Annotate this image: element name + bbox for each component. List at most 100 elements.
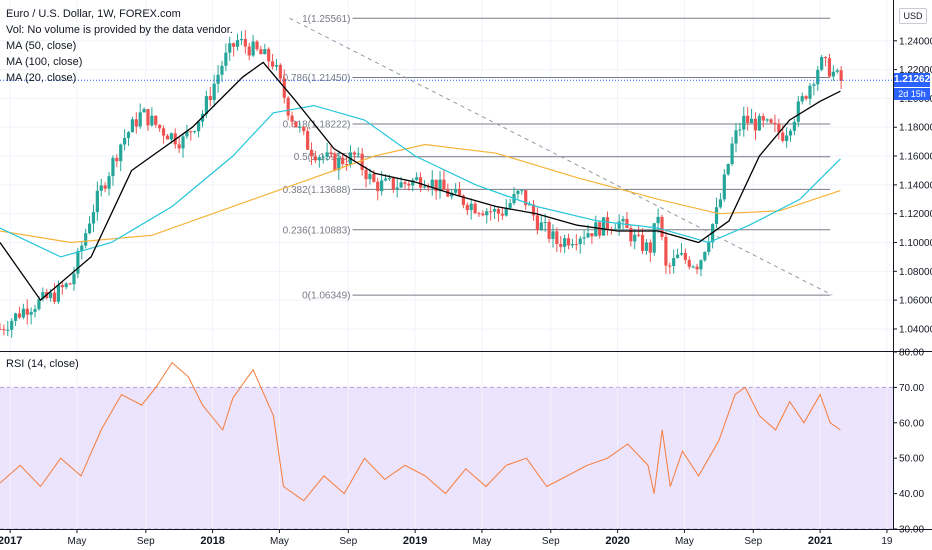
candle-body [274, 65, 279, 67]
candle-body [255, 41, 259, 50]
candle-body [68, 283, 72, 285]
candle-body [87, 223, 92, 234]
rsi-tick-label: 40.00 [899, 489, 924, 500]
candle-body [644, 242, 649, 251]
candle-body [442, 179, 446, 190]
legend-ma20[interactable]: MA (20, close) [6, 72, 77, 84]
candle-body [707, 242, 711, 252]
candle-body [566, 238, 571, 246]
candle-body [72, 273, 76, 285]
candle-body [259, 49, 263, 55]
candle-body [197, 121, 201, 132]
price-tick-label: 1.22000 [899, 65, 932, 76]
candle-body [586, 233, 590, 238]
candle-body [535, 215, 539, 231]
candle-body [115, 157, 119, 162]
candle-body [64, 283, 68, 288]
candle-body [489, 211, 493, 213]
candle-body [820, 57, 824, 70]
candle-body [808, 85, 812, 99]
candle-body [438, 179, 442, 192]
candle-body [473, 203, 477, 214]
candle-body [220, 65, 224, 75]
candle-body [41, 292, 45, 300]
legend-ma100[interactable]: MA (100, close) [6, 56, 83, 68]
candle-body [485, 211, 489, 216]
fib-level-label: 0.382(1.13688) [283, 185, 351, 196]
candle-body [601, 217, 606, 236]
candle-body [418, 177, 423, 188]
time-tick-label: Sep [339, 536, 357, 547]
candle-body [119, 144, 123, 162]
candle-body [683, 253, 687, 260]
candle-body [629, 227, 633, 242]
candle-body [341, 157, 345, 165]
candle-body [714, 207, 719, 225]
legend-ma50[interactable]: MA (50, close) [6, 40, 77, 52]
candle-body [368, 174, 372, 180]
candle-body [590, 233, 594, 237]
rsi-legend[interactable]: RSI (14, close) [6, 358, 79, 370]
candle-body [656, 216, 660, 224]
candle-body [555, 231, 559, 244]
candle-body [29, 311, 33, 315]
candle-body [189, 131, 193, 133]
candle-body [695, 266, 699, 270]
candle-body [781, 132, 785, 141]
candle-body [785, 135, 789, 141]
rsi-line [0, 361, 841, 502]
candle-body [247, 46, 251, 56]
candle-body [391, 178, 395, 190]
candle-body [95, 190, 99, 213]
candle-body [380, 180, 384, 192]
candle-body [352, 152, 356, 155]
candle-body [142, 109, 146, 113]
candle-body [306, 131, 310, 150]
candle-body [524, 190, 528, 206]
candle-body [531, 204, 536, 216]
candle-body [742, 115, 746, 130]
candle-body [516, 190, 520, 195]
candle-body [823, 57, 828, 59]
candle-body [749, 118, 754, 124]
candle-body [734, 130, 738, 144]
candle-body [403, 182, 407, 184]
candle-body [804, 96, 808, 99]
candle-body [243, 39, 247, 47]
candle-body [298, 126, 302, 128]
candle-body [788, 130, 793, 136]
candle-body [539, 222, 543, 231]
time-tick-label: Sep [137, 536, 155, 547]
symbol-title[interactable]: Euro / U.S. Dollar, 1W, FOREX.com [6, 8, 181, 20]
candle-body [835, 70, 839, 72]
candle-body [185, 131, 189, 137]
price-tick-label: 1.08000 [899, 267, 932, 278]
rsi-band [0, 387, 893, 529]
candle-body [107, 176, 111, 189]
price-tick-label: 1.10000 [899, 238, 932, 249]
candle-body [360, 153, 364, 170]
time-tick-label: 2021 [808, 535, 832, 547]
price-tick-label: 1.12000 [899, 209, 932, 220]
candle-body [633, 234, 637, 242]
candle-body [605, 217, 610, 230]
candle-body [103, 185, 107, 189]
candle-body [399, 182, 403, 188]
candle-body [76, 251, 80, 274]
candle-body [407, 183, 411, 186]
candle-body [492, 209, 497, 212]
candle-body [278, 65, 282, 79]
currency-badge[interactable]: USD [899, 8, 927, 24]
candle-body [208, 96, 212, 100]
candle-body [309, 149, 314, 157]
candle-body [325, 152, 329, 157]
time-tick-label: May [270, 536, 289, 547]
candle-body [718, 199, 723, 208]
candle-body [625, 218, 629, 228]
candle-body [687, 259, 691, 267]
candle-body [559, 243, 563, 247]
main-legend: Euro / U.S. Dollar, 1W, FOREX.com Vol: N… [6, 6, 233, 86]
time-tick-label: May [675, 536, 694, 547]
candle-body [232, 43, 236, 47]
candle-body [302, 126, 306, 132]
